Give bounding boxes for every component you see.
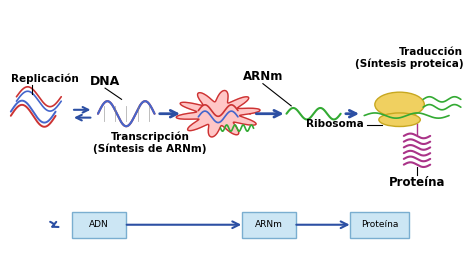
Text: Traducción
(Síntesis proteica): Traducción (Síntesis proteica) bbox=[355, 47, 463, 69]
FancyBboxPatch shape bbox=[72, 212, 126, 238]
Ellipse shape bbox=[379, 113, 420, 126]
FancyArrowPatch shape bbox=[50, 222, 58, 227]
Polygon shape bbox=[176, 91, 260, 137]
Ellipse shape bbox=[375, 92, 424, 117]
Text: DNA: DNA bbox=[90, 75, 120, 88]
Text: Proteína: Proteína bbox=[361, 220, 398, 229]
Text: ARNm: ARNm bbox=[243, 70, 283, 83]
Text: Transcripción
(Síntesis de ARNm): Transcripción (Síntesis de ARNm) bbox=[93, 131, 207, 154]
FancyBboxPatch shape bbox=[242, 212, 296, 238]
Text: ARNm: ARNm bbox=[255, 220, 283, 229]
Text: Proteína: Proteína bbox=[389, 176, 445, 189]
Text: ADN: ADN bbox=[89, 220, 109, 229]
Text: Replicación: Replicación bbox=[11, 73, 79, 84]
Text: Ribosoma: Ribosoma bbox=[307, 119, 364, 129]
FancyBboxPatch shape bbox=[350, 212, 409, 238]
